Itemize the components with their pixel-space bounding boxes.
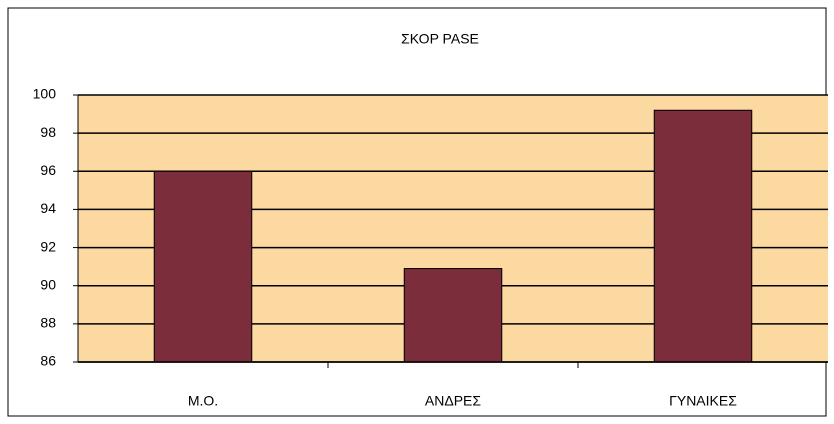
y-tick-label: 98 (40, 124, 56, 140)
y-tick-label: 86 (40, 353, 56, 369)
y-tick-label: 90 (40, 276, 56, 292)
x-tick-label: ΓΥΝΑΙΚΕΣ (669, 393, 737, 409)
bar (153, 170, 253, 363)
chart-title: ΣΚΟΡ PASE (401, 31, 479, 47)
x-tick-label: M.O. (188, 393, 218, 409)
y-tick-label: 94 (40, 200, 56, 216)
y-tick-label: 92 (40, 238, 56, 254)
bar (403, 268, 503, 363)
y-tick-label: 100 (33, 86, 57, 102)
y-tick-label: 96 (40, 162, 56, 178)
bar (653, 109, 753, 363)
x-tick-label: ΑΝΔΡΕΣ (425, 393, 481, 409)
y-tick-label: 88 (40, 315, 56, 331)
